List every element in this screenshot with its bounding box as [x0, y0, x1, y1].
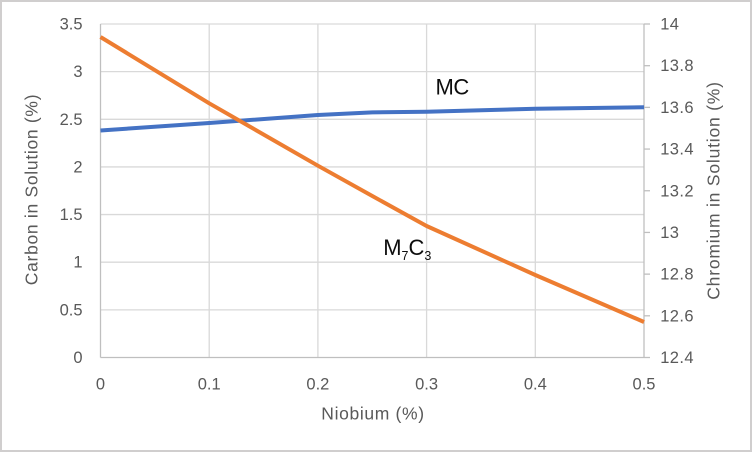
svg-text:1.5: 1.5: [60, 206, 83, 224]
svg-text:0: 0: [96, 375, 105, 393]
svg-text:0.5: 0.5: [633, 375, 656, 393]
svg-text:12.6: 12.6: [660, 307, 694, 325]
svg-text:13: 13: [660, 224, 679, 242]
svg-text:13.6: 13.6: [660, 99, 694, 117]
svg-text:Chromium in Solution (%): Chromium in Solution (%): [703, 81, 723, 300]
svg-text:13.2: 13.2: [660, 182, 694, 200]
svg-text:Carbon in Solution (%): Carbon in Solution (%): [22, 94, 42, 285]
svg-text:12.8: 12.8: [660, 266, 694, 284]
svg-text:0.2: 0.2: [306, 375, 329, 393]
svg-text:0.1: 0.1: [198, 375, 221, 393]
svg-text:14: 14: [660, 16, 679, 34]
svg-text:Niobium (%): Niobium (%): [321, 404, 424, 424]
svg-text:3: 3: [73, 63, 82, 81]
svg-text:0.5: 0.5: [60, 301, 83, 319]
svg-text:3.5: 3.5: [60, 16, 83, 34]
svg-text:12.4: 12.4: [660, 349, 694, 367]
svg-text:0: 0: [73, 349, 82, 367]
svg-text:13.8: 13.8: [660, 57, 694, 75]
svg-text:2: 2: [73, 158, 82, 176]
svg-text:13.4: 13.4: [660, 141, 694, 159]
svg-text:0.3: 0.3: [415, 375, 438, 393]
svg-text:0.4: 0.4: [524, 375, 547, 393]
svg-text:1: 1: [73, 254, 82, 272]
svg-text:MC: MC: [436, 75, 470, 100]
svg-text:2.5: 2.5: [60, 111, 83, 129]
